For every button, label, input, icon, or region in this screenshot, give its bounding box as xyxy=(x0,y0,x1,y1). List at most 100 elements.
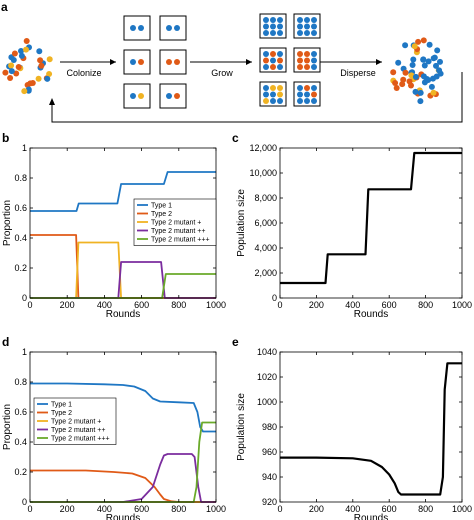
cell-dot xyxy=(297,91,303,98)
patch-box xyxy=(259,47,287,73)
cell-dot xyxy=(412,88,419,95)
initial-population xyxy=(2,38,53,95)
legend-entry: Type 2 mutant + xyxy=(51,419,101,426)
cell-dot xyxy=(277,51,283,57)
cell-dot xyxy=(311,51,317,57)
cell-dot xyxy=(263,17,269,23)
cell-dot xyxy=(297,23,303,30)
x-tick-label: 200 xyxy=(309,300,324,310)
cell-dot xyxy=(304,57,310,64)
cell-dot xyxy=(174,25,180,31)
y-axis-title: Proportion xyxy=(2,200,13,246)
cell-dot xyxy=(297,85,303,91)
cell-dot xyxy=(130,93,136,99)
cell-dot xyxy=(270,30,276,36)
series-line-type-1 xyxy=(30,171,216,212)
legend-entry: Type 2 mutant +++ xyxy=(51,436,110,443)
cell-dot xyxy=(304,98,310,104)
x-tick-label: 1000 xyxy=(452,504,472,514)
cell-dot xyxy=(270,23,276,30)
cell-dot xyxy=(44,75,51,82)
cell-dot xyxy=(311,30,317,36)
y-axis-title: Population size xyxy=(236,393,247,461)
x-tick-label: 800 xyxy=(418,300,433,310)
y-tick-label: 0.8 xyxy=(14,377,27,387)
cell-dot xyxy=(297,17,303,23)
cell-dot xyxy=(304,51,310,57)
patch-box xyxy=(123,15,151,41)
x-tick-label: 400 xyxy=(345,300,360,310)
panel-e-population-chart: e 0 200 400 600 800 1000 920 940 960 980 1000 1020 10… xyxy=(232,335,472,520)
patch-box xyxy=(293,47,321,73)
cell-dot xyxy=(425,77,432,83)
x-tick-label: 800 xyxy=(418,504,433,514)
cell-dot xyxy=(277,23,283,30)
cell-dot xyxy=(420,56,427,63)
cell-dot xyxy=(35,75,42,82)
colonize-label: Colonize xyxy=(66,68,101,78)
cell-dot xyxy=(36,48,43,55)
y-tick-label: 0.6 xyxy=(14,203,27,213)
panel-c-population-chart: c 0 200 400 600 800 1000 0 2,000 4,000 6,000 8,000 1… xyxy=(232,131,472,320)
dispersed-population xyxy=(390,37,444,105)
cell-dot xyxy=(138,59,144,65)
y-tick-label: 2,000 xyxy=(254,268,277,278)
y-tick-label: 980 xyxy=(262,422,277,432)
legend-entry: Type 2 mutant ++ xyxy=(151,228,205,235)
legend-entry: Type 2 mutant ++ xyxy=(51,427,105,434)
disperse-label: Disperse xyxy=(340,68,376,78)
x-axis-title: Rounds xyxy=(106,513,140,520)
grow-arrow xyxy=(190,59,252,65)
y-axis-title: Population size xyxy=(236,189,247,257)
cell-dot xyxy=(311,64,317,70)
y-tick-label: 920 xyxy=(262,497,277,507)
cell-dot xyxy=(263,64,269,70)
cell-dot xyxy=(311,17,317,23)
y-tick-label: 1040 xyxy=(257,347,277,357)
cell-dot xyxy=(410,56,417,63)
y-tick-label: 10,000 xyxy=(249,168,277,178)
cell-dot xyxy=(138,25,144,31)
cell-dot xyxy=(38,62,45,69)
cell-dot xyxy=(311,23,317,30)
y-tick-label: 12,000 xyxy=(249,143,277,153)
legend-entry: Type 1 xyxy=(151,203,172,210)
cell-dot xyxy=(297,51,303,57)
cell-dot xyxy=(166,25,172,31)
x-tick-label: 0 xyxy=(277,300,282,310)
cell-dot xyxy=(270,85,276,91)
patch-box xyxy=(159,15,187,41)
y-tick-label: 8,000 xyxy=(254,193,277,203)
patch-box xyxy=(123,49,151,75)
panel-e-letter: e xyxy=(232,335,239,349)
series-line-type-2-mutant- xyxy=(30,241,216,299)
series-line-population xyxy=(280,362,462,496)
y-tick-label: 0.8 xyxy=(14,173,27,183)
patch-box xyxy=(293,13,321,39)
cell-dot xyxy=(263,85,269,91)
cell-dot xyxy=(412,73,419,80)
cell-dot xyxy=(18,52,25,59)
patch-box xyxy=(259,81,287,107)
cell-dot xyxy=(430,89,437,96)
cell-dot xyxy=(23,46,29,53)
series-line-type-2-mutant- xyxy=(30,273,216,299)
x-tick-label: 200 xyxy=(60,300,75,310)
cell-dot xyxy=(263,51,269,57)
cell-dot xyxy=(425,58,432,65)
cell-dot xyxy=(263,30,269,36)
cell-dot xyxy=(392,80,399,86)
cell-dot xyxy=(37,57,44,64)
x-tick-label: 0 xyxy=(27,300,32,310)
patch-box xyxy=(159,49,187,75)
cell-dot xyxy=(395,59,402,66)
cell-dot xyxy=(428,83,435,90)
cell-dot xyxy=(270,51,276,57)
y-tick-label: 960 xyxy=(262,447,277,457)
cell-dot xyxy=(311,98,317,104)
y-tick-label: 4,000 xyxy=(254,243,277,253)
cell-dot xyxy=(415,38,422,45)
cell-dot xyxy=(174,93,180,99)
cell-dot xyxy=(436,67,443,74)
